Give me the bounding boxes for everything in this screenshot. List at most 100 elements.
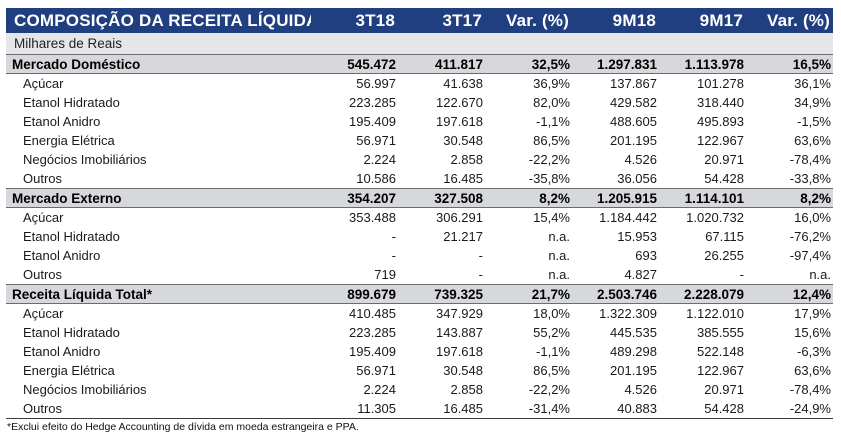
section-value: 2.503.746 xyxy=(572,284,659,304)
section-value: 411.817 xyxy=(398,54,485,74)
row-value: 197.618 xyxy=(436,114,483,129)
row-value: 20.971 xyxy=(704,382,744,397)
section-row-mercado-domestico: Mercado Doméstico 545.472 411.817 32,5% 1.29… xyxy=(6,54,833,74)
row-value: 318.440 xyxy=(697,95,744,110)
column-header-9m18: 9M18 xyxy=(572,8,659,33)
table-row: Etanol Hidratado 223.285 143.887 55,2% 445.5… xyxy=(6,323,833,342)
row-value: 56.971 xyxy=(356,133,396,148)
row-value: -35,8% xyxy=(528,171,570,186)
table-row: Negócios Imobiliários 2.224 2.858 -22,2% 4.5… xyxy=(6,150,833,169)
section-value: 2.228.079 xyxy=(659,284,746,304)
row-value: 385.555 xyxy=(697,325,744,340)
row-value: 36.056 xyxy=(617,171,657,186)
row-label: Etanol Hidratado xyxy=(23,325,120,340)
row-value: 16,0% xyxy=(794,210,831,225)
row-value: 86,5% xyxy=(533,363,570,378)
row-value: 82,0% xyxy=(533,95,570,110)
row-value: 137.867 xyxy=(610,76,657,91)
table-row: Etanol Anidro 195.409 197.618 -1,1% 489.298 5… xyxy=(6,342,833,361)
row-value: - xyxy=(391,248,396,263)
units-row: Milhares de Reais xyxy=(6,33,833,55)
row-value: 223.285 xyxy=(349,325,396,340)
row-value: 36,9% xyxy=(533,76,570,91)
row-value: 719 xyxy=(374,267,396,282)
row-value: - xyxy=(478,248,483,263)
row-value: 522.148 xyxy=(697,344,744,359)
row-value: 495.893 xyxy=(697,114,744,129)
section-value: 1.297.831 xyxy=(572,54,659,74)
row-value: -6,3% xyxy=(797,344,831,359)
footnote: *Exclui efeito do Hedge Accounting de dí… xyxy=(7,421,359,433)
column-header-var-quarter: Var. (%) xyxy=(485,8,572,33)
row-value: 26.255 xyxy=(704,248,744,263)
row-value: 122.967 xyxy=(697,133,744,148)
row-value: 223.285 xyxy=(349,95,396,110)
row-value: 306.291 xyxy=(436,210,483,225)
section-value: 899.679 xyxy=(311,284,398,304)
row-label: Energia Elétrica xyxy=(23,363,115,378)
row-value: -76,2% xyxy=(789,229,831,244)
section-value: 16,5% xyxy=(746,54,833,74)
row-value: 55,2% xyxy=(533,325,570,340)
row-value: 56.997 xyxy=(356,76,396,91)
row-value: 36,1% xyxy=(794,76,831,91)
row-value: - xyxy=(739,267,744,282)
section-label: Mercado Doméstico xyxy=(6,54,311,74)
table-row: Outros 11.305 16.485 -31,4% 40.883 54.428 -24,… xyxy=(6,399,833,419)
row-value: n.a. xyxy=(548,229,570,244)
column-header-9m17: 9M17 xyxy=(659,8,746,33)
row-value: - xyxy=(478,267,483,282)
table-row: Outros 719 - n.a. 4.827 - n.a. xyxy=(6,265,833,285)
row-value: 489.298 xyxy=(610,344,657,359)
row-value: 15,6% xyxy=(794,325,831,340)
row-value: -31,4% xyxy=(485,399,572,419)
row-value: -1,1% xyxy=(536,114,570,129)
row-value: n.a. xyxy=(548,248,570,263)
row-label: Etanol Anidro xyxy=(23,248,101,263)
row-value: -22,2% xyxy=(528,152,570,167)
section-value: 545.472 xyxy=(311,54,398,74)
row-label: Etanol Hidratado xyxy=(23,95,120,110)
row-value: -24,9% xyxy=(746,399,833,419)
row-value: 34,9% xyxy=(794,95,831,110)
column-header-var-nine-months: Var. (%) xyxy=(746,8,833,33)
row-value: 63,6% xyxy=(794,363,831,378)
row-value: 86,5% xyxy=(533,133,570,148)
row-value: 2.858 xyxy=(450,382,483,397)
row-value: 2.858 xyxy=(450,152,483,167)
column-header-3t18: 3T18 xyxy=(311,8,398,33)
section-row-receita-liquida-total: Receita Líquida Total* 899.679 739.325 21,7… xyxy=(6,284,833,304)
row-value: 41.638 xyxy=(443,76,483,91)
row-label: Energia Elétrica xyxy=(23,133,115,148)
table-row: Etanol Hidratado 223.285 122.670 82,0% 429.5… xyxy=(6,93,833,112)
row-value: 30.548 xyxy=(443,363,483,378)
row-value: 488.605 xyxy=(610,114,657,129)
row-value: 10.586 xyxy=(356,171,396,186)
row-value: -1,5% xyxy=(797,114,831,129)
section-label: Mercado Externo xyxy=(6,188,311,208)
row-value: 201.195 xyxy=(610,363,657,378)
units-label: Milhares de Reais xyxy=(6,33,833,55)
row-value: 18,0% xyxy=(533,306,570,321)
row-value: 30.548 xyxy=(443,133,483,148)
row-value: - xyxy=(391,229,396,244)
row-value: 11.305 xyxy=(311,399,398,419)
row-value: 21.217 xyxy=(443,229,483,244)
section-value: 739.325 xyxy=(398,284,485,304)
section-value: 12,4% xyxy=(746,284,833,304)
row-value: 67.115 xyxy=(705,229,744,244)
row-value: -78,4% xyxy=(789,152,831,167)
column-header-3t17: 3T17 xyxy=(398,8,485,33)
row-value: 410.485 xyxy=(349,306,396,321)
section-value: 32,5% xyxy=(485,54,572,74)
row-value: 122.670 xyxy=(436,95,483,110)
row-value: 54.428 xyxy=(659,399,746,419)
table-row: Negócios Imobiliários 2.224 2.858 -22,2% 4.5… xyxy=(6,380,833,399)
row-value: -78,4% xyxy=(789,382,831,397)
row-value: 122.967 xyxy=(697,363,744,378)
row-label: Outros xyxy=(6,399,311,419)
table-row: Açúcar 410.485 347.929 18,0% 1.322.309 1.122.… xyxy=(6,304,833,324)
row-value: 16.485 xyxy=(443,171,483,186)
row-value: -97,4% xyxy=(789,248,831,263)
section-value: 8,2% xyxy=(485,188,572,208)
